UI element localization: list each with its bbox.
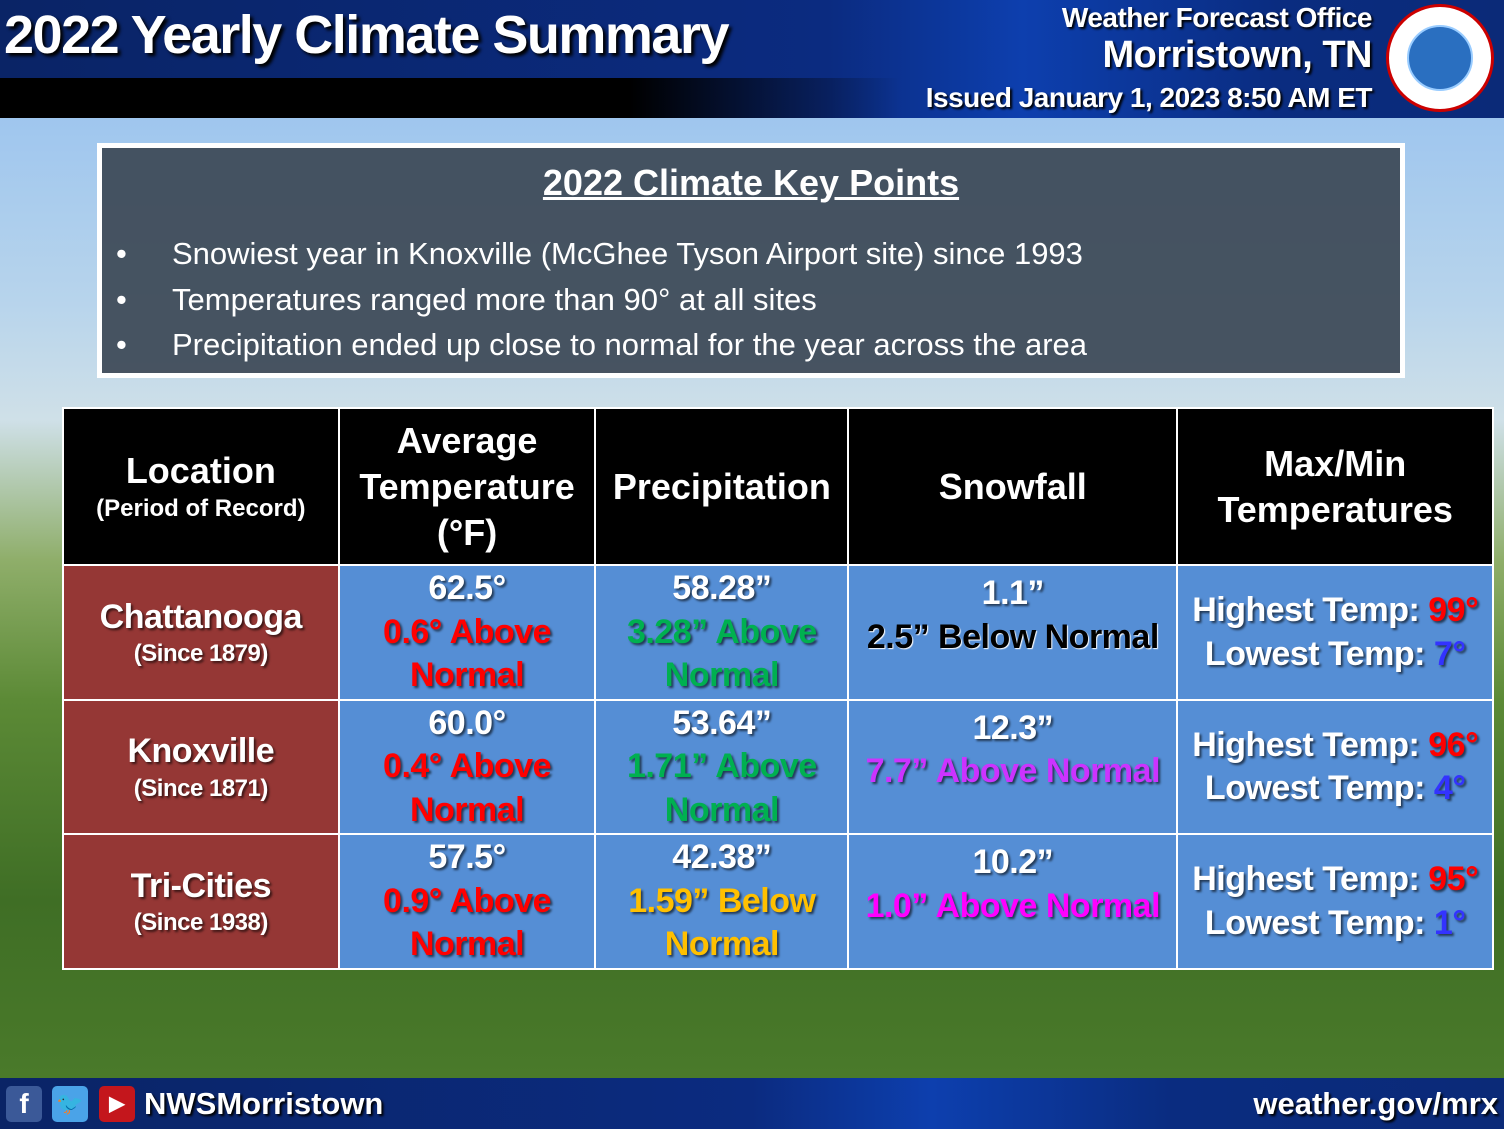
location-cell: Tri-Cities (Since 1938)	[62, 833, 340, 970]
table-row: Tri-Cities (Since 1938) 57.5° 0.9° Above Nor…	[62, 833, 1494, 970]
snowfall-cell: 12.3” 7.7” Above Normal	[847, 698, 1179, 836]
header-banner: 2022 Yearly Climate Summary Weather Fore…	[0, 0, 1504, 118]
maxmin-cell: Highest Temp: 96° Lowest Temp: 4°	[1176, 698, 1494, 836]
youtube-icon[interactable]: ▶	[99, 1086, 135, 1122]
avg-temp-cell: 57.5° 0.9° Above Normal	[337, 833, 597, 970]
header-snow: Snowfall	[847, 406, 1179, 567]
website-link[interactable]: weather.gov/mrx	[1253, 1086, 1498, 1121]
maxmin-cell: Highest Temp: 99° Lowest Temp: 7°	[1176, 564, 1494, 701]
table-header-row: Location (Period of Record) Average Temper…	[62, 406, 1494, 567]
twitter-icon[interactable]: 🐦	[52, 1086, 88, 1122]
avg-temp-cell: 60.0° 0.4° Above Normal	[337, 698, 597, 836]
location-cell: Knoxville (Since 1871)	[62, 698, 340, 836]
key-point: • Temperatures ranged more than 90° at al…	[116, 282, 817, 317]
footer-banner: f 🐦 ▶ NWSMorristown weather.gov/mrx	[0, 1078, 1504, 1129]
nws-logo	[1386, 4, 1494, 112]
key-point: • Snowiest year in Knoxville (McGhee Tyso…	[116, 236, 1083, 271]
climate-table: Location (Period of Record) Average Temper…	[62, 406, 1494, 970]
key-points-box: 2022 Climate Key Points • Snowiest year i…	[97, 143, 1405, 378]
header-location: Location (Period of Record)	[62, 406, 340, 567]
office-location: Morristown, TN	[1102, 34, 1372, 76]
facebook-icon[interactable]: f	[6, 1086, 42, 1122]
header-precip: Precipitation	[594, 406, 850, 567]
table-row: Chattanooga (Since 1879) 62.5° 0.6° Above No…	[62, 564, 1494, 701]
maxmin-cell: Highest Temp: 95° Lowest Temp: 1°	[1176, 833, 1494, 970]
issued-time: Issued January 1, 2023 8:50 AM ET	[925, 82, 1373, 113]
precip-cell: 53.64” 1.71” Above Normal	[594, 698, 850, 836]
snowfall-cell: 10.2” 1.0” Above Normal	[847, 833, 1179, 970]
key-point: • Precipitation ended up close to normal …	[116, 327, 1088, 362]
header-black-band	[0, 78, 900, 118]
snowfall-cell: 1.1” 2.5” Below Normal	[847, 564, 1179, 701]
table-row: Knoxville (Since 1871) 60.0° 0.4° Above Norm…	[62, 698, 1494, 836]
header-maxmin: Max/Min Temperatures	[1176, 406, 1494, 567]
avg-temp-cell: 62.5° 0.6° Above Normal	[337, 564, 597, 701]
social-handle[interactable]: NWSMorristown	[144, 1086, 384, 1121]
header-avg-temp: Average Temperature (°F)	[337, 406, 597, 567]
key-points-title: 2022 Climate Key Points	[542, 162, 960, 203]
office-line: Weather Forecast Office	[1061, 2, 1373, 33]
page-title: 2022 Yearly Climate Summary	[4, 5, 730, 65]
precip-cell: 42.38” 1.59” Below Normal	[594, 833, 850, 970]
precip-cell: 58.28” 3.28” Above Normal	[594, 564, 850, 701]
location-cell: Chattanooga (Since 1879)	[62, 564, 340, 701]
